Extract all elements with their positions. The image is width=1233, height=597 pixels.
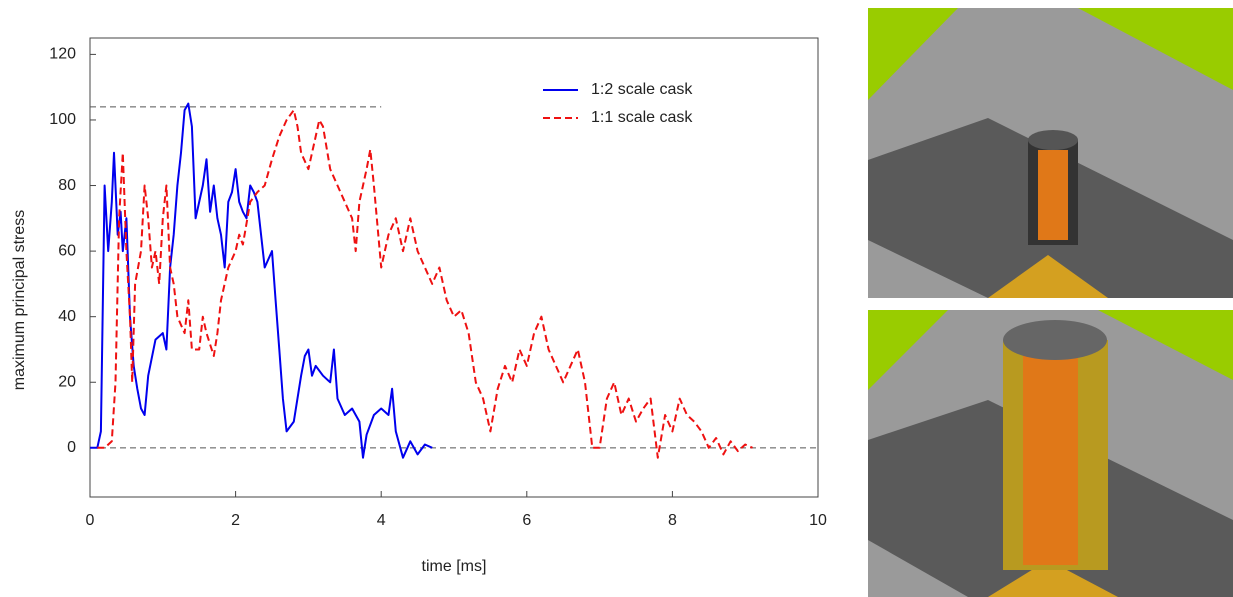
y-axis-label: maximum principal stress (11, 210, 28, 390)
plot-frame (90, 38, 818, 497)
x-tick-label: 8 (668, 512, 677, 529)
page: {"chart_data": {"type": "line", "xlabel"… (0, 0, 1233, 597)
y-tick-label: 100 (49, 111, 76, 128)
x-tick-label: 2 (231, 512, 240, 529)
y-tick-label: 80 (58, 177, 76, 194)
legend-label: 1:2 scale cask (591, 81, 693, 98)
y-tick-label: 20 (58, 373, 76, 390)
x-tick-label: 4 (377, 512, 386, 529)
x-tick-label: 6 (522, 512, 531, 529)
render-bottom (868, 310, 1233, 597)
y-tick-label: 120 (49, 46, 76, 63)
y-tick-label: 0 (67, 439, 76, 456)
x-axis-label: time [ms] (422, 558, 487, 575)
render-top (868, 8, 1233, 298)
series-line (90, 104, 432, 458)
legend-label: 1:1 scale cask (591, 109, 693, 126)
series-line (97, 110, 752, 458)
x-tick-label: 0 (86, 512, 95, 529)
y-tick-label: 40 (58, 308, 76, 325)
y-tick-label: 60 (58, 242, 76, 259)
model-renders (868, 0, 1233, 597)
chart: time [ms] maximum principal stress 0 2 4 6 8… (0, 0, 860, 597)
x-tick-label: 10 (809, 512, 827, 529)
